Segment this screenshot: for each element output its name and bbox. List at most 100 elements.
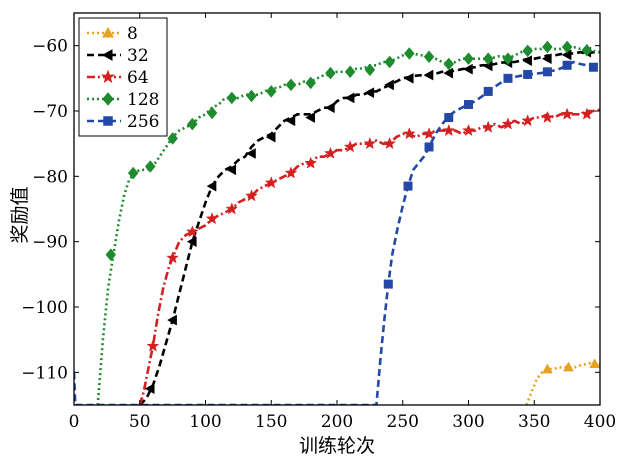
legend-32-label: 32 [127, 46, 149, 66]
series-128-marker [305, 76, 317, 90]
series-32-marker [364, 87, 375, 99]
series-32-marker [206, 180, 217, 192]
series-128-marker [325, 66, 336, 80]
series-64-marker [521, 114, 535, 127]
x-axis-label: 训练轮次 [299, 435, 375, 457]
x-tick-label: 200 [321, 412, 353, 432]
series-32-marker [462, 63, 473, 75]
y-tick-label: −60 [32, 37, 68, 57]
series-128-marker [206, 106, 218, 120]
x-tick-label: 50 [129, 412, 151, 432]
series-128-line [96, 45, 600, 405]
series-64-marker [185, 225, 199, 238]
series-64-marker [442, 123, 456, 137]
series-128-marker [403, 47, 415, 60]
series-32-marker [265, 131, 276, 143]
series-64-line [138, 108, 600, 405]
series-64-marker [284, 166, 298, 179]
series-128-marker [423, 50, 435, 64]
series-64-marker [383, 137, 396, 150]
series-128-marker [522, 44, 534, 58]
axis-ticks: 0 50 100 150 200 250 300 350 400 −110 −100 −90 −80 −7… [21, 13, 616, 432]
y-tick-label: −70 [32, 102, 68, 122]
series-32-marker [541, 53, 552, 65]
series-128-marker [265, 85, 277, 98]
series-128-marker [167, 132, 178, 145]
series-256-marker [562, 60, 572, 70]
series-64-marker [501, 117, 515, 130]
legend-8-marker [102, 26, 114, 38]
series-128-marker [463, 52, 474, 66]
legend-256-marker [103, 116, 113, 126]
series-256-marker [542, 67, 552, 77]
x-tick-label: 250 [387, 412, 419, 432]
series-128-marker [364, 63, 376, 77]
series-64-marker [541, 110, 554, 123]
series-64-marker [422, 127, 436, 140]
series-256-marker [588, 62, 598, 72]
series-32-marker [285, 115, 296, 127]
x-tick-label: 400 [584, 412, 616, 432]
series-32-marker [403, 72, 414, 84]
series-64-marker [245, 189, 258, 202]
series-64-marker [146, 339, 160, 352]
series-128-marker [285, 78, 297, 92]
series-64-marker [205, 212, 219, 225]
series-64-marker [402, 127, 416, 140]
legend-8-label: 8 [127, 24, 138, 44]
series-64-marker [462, 123, 475, 137]
series-128-marker [581, 43, 593, 57]
legend-256-label: 256 [127, 112, 159, 132]
series-8-line [525, 361, 600, 405]
series-128-marker [246, 89, 257, 103]
x-tick-label: 100 [189, 412, 221, 432]
series-128-marker [144, 160, 156, 173]
series-128-marker [127, 166, 139, 180]
series-64-marker [304, 156, 318, 169]
series-128-marker [226, 91, 238, 105]
series-8-marker [541, 363, 553, 374]
x-tick-label: 0 [69, 412, 80, 432]
y-tick-label: −100 [21, 298, 68, 318]
series-128-marker [482, 52, 494, 66]
series-64-marker [264, 176, 278, 189]
series-256-marker [503, 73, 513, 83]
x-tick-label: 150 [255, 412, 287, 432]
series-64-marker [560, 107, 574, 120]
series-32-marker [186, 236, 197, 248]
y-tick-label: −110 [21, 363, 68, 383]
series-32-marker [522, 55, 532, 67]
series-64-marker [324, 146, 337, 159]
series-32-marker [423, 69, 434, 81]
series-32-marker [443, 67, 454, 79]
x-tick-label: 300 [452, 412, 484, 432]
series-256-marker [483, 86, 493, 96]
series-32-marker [344, 92, 355, 104]
series-256-marker [523, 69, 533, 79]
legend-128-marker [102, 92, 114, 106]
series-128-marker [344, 65, 356, 79]
legend-32-marker [101, 49, 113, 61]
legend-64-marker [100, 69, 116, 84]
y-tick-label: −90 [32, 233, 68, 253]
series-256-marker [464, 99, 473, 109]
series-8-marker [563, 361, 574, 372]
y-axis-label: 奖励值 [9, 186, 31, 243]
series-32-marker [384, 79, 394, 91]
series-256-marker [403, 181, 413, 191]
series-128-marker [187, 117, 198, 131]
series-32-marker [246, 148, 256, 159]
series-64-marker [225, 202, 239, 215]
series-64-marker [166, 251, 179, 264]
series-32-marker [144, 383, 155, 395]
series-64-marker [343, 140, 357, 153]
series-32-line [138, 50, 600, 405]
x-tick-label: 350 [518, 412, 550, 432]
series-128-marker [561, 40, 573, 54]
series-128-marker [443, 57, 455, 71]
series-64-marker [481, 120, 495, 133]
y-tick-label: −80 [32, 167, 68, 187]
legend-128-label: 128 [127, 90, 159, 110]
